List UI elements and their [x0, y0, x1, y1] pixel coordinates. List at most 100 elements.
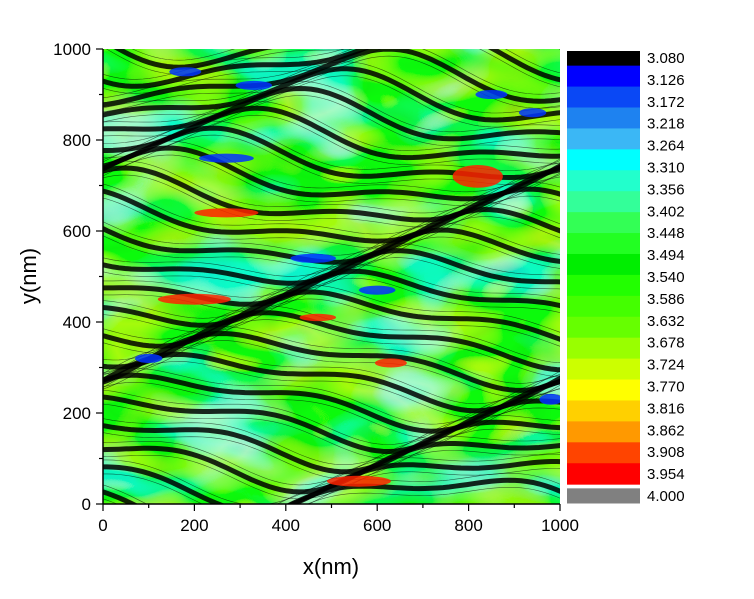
contour-line	[103, 154, 560, 207]
domain-stripe	[103, 310, 560, 373]
x-tick-label: 1000	[541, 516, 579, 535]
intensity-blob	[358, 285, 396, 295]
intensity-blob	[235, 80, 273, 90]
colorbar-band	[567, 379, 640, 401]
contour-line	[103, 486, 560, 504]
contour-line	[103, 305, 560, 364]
colorbar-band	[567, 128, 640, 150]
domain-stripe	[103, 477, 560, 504]
intensity-blob	[518, 108, 547, 118]
colorbar-level-label: 3.172	[647, 94, 685, 111]
y-axis-title: y(nm)	[16, 248, 41, 304]
contour-line	[103, 326, 560, 384]
contour-line	[103, 450, 560, 500]
x-tick-label: 800	[454, 516, 482, 535]
domain-stripe	[103, 49, 560, 89]
colorbar-level-label: 3.310	[647, 160, 685, 177]
domain-stripe	[103, 394, 560, 455]
colorbar-band	[567, 421, 640, 443]
domain-stripe	[103, 206, 560, 265]
y-ticks: 0 200 400 600 800 1000	[53, 40, 103, 514]
intensity-blob	[452, 165, 503, 188]
domain-stripe	[103, 459, 560, 504]
contour-line	[103, 403, 560, 459]
intensity-blob	[194, 208, 259, 218]
domain-stripe	[103, 85, 560, 142]
colorbar-band	[567, 253, 640, 276]
colorbar: 3.080 3.126 3.172 3.218 3.264 3.310 3.356 3.402…	[567, 50, 685, 505]
contour-line	[103, 243, 560, 298]
intensity-blob	[374, 358, 407, 368]
colorbar-level-label: 3.264	[647, 138, 685, 155]
colorbar-band	[567, 191, 640, 213]
y-tick-label: 800	[63, 131, 91, 150]
y-tick-label: 600	[63, 222, 91, 241]
colorbar-band	[567, 316, 640, 339]
x-axis-title: x(nm)	[303, 554, 359, 579]
contour-line	[103, 277, 560, 333]
colorbar-band	[567, 295, 640, 318]
plot-area	[103, 49, 560, 504]
contour-line	[103, 222, 560, 277]
contour-line	[103, 414, 560, 465]
contour-line	[103, 160, 560, 214]
colorbar-level-label: 3.678	[647, 335, 685, 352]
contour-line	[103, 428, 560, 479]
stripe-pattern	[103, 49, 560, 504]
contour-line	[103, 389, 560, 445]
colorbar-band	[567, 107, 640, 129]
colorbar-band	[567, 358, 640, 381]
x-tick-label: 0	[98, 516, 107, 535]
colorbar-level-label: 3.356	[647, 181, 685, 198]
contour-line	[103, 202, 560, 256]
y-tick-label: 0	[82, 495, 91, 514]
colorbar-level-label: 3.586	[647, 291, 685, 308]
colorbar-level-label: 3.816	[647, 400, 685, 417]
colorbar-level-label: 3.402	[647, 203, 685, 220]
colorbar-band	[567, 170, 640, 192]
colorbar-level-label: 4.000	[647, 488, 685, 505]
colorbar-level-label: 3.494	[647, 247, 685, 264]
intensity-blob	[299, 313, 337, 322]
domain-stripe	[103, 419, 560, 475]
contour-line	[103, 181, 560, 235]
colorbar-band	[567, 51, 640, 67]
contour-line	[103, 284, 560, 340]
colorbar-band	[567, 86, 640, 108]
y-tick-label: 1000	[53, 40, 91, 59]
contour-line	[103, 368, 560, 425]
colorbar-level-label: 3.448	[647, 225, 685, 242]
colorbar-band	[567, 488, 640, 504]
y-tick-label: 200	[63, 404, 91, 423]
intensity-blob	[475, 89, 508, 100]
colorbar-band	[567, 442, 640, 464]
intensity-blob	[169, 67, 202, 77]
colorbar-level-label: 3.218	[647, 116, 685, 133]
contour-line	[103, 236, 560, 291]
intensity-blob	[134, 353, 163, 363]
contour-line	[103, 75, 560, 128]
contour-line	[103, 263, 560, 319]
colorbar-level-label: 3.724	[647, 357, 685, 374]
colorbar-band	[567, 337, 640, 360]
contour-line	[103, 61, 560, 114]
colorbar-level-label: 3.540	[647, 269, 685, 286]
colorbar-band	[567, 400, 640, 422]
intensity-blob	[539, 393, 560, 405]
colorbar-band	[567, 65, 640, 88]
intensity-blob	[198, 153, 254, 163]
colorbar-level-label: 3.954	[647, 466, 685, 483]
x-tick-label: 200	[180, 516, 208, 535]
colorbar-band	[567, 274, 640, 297]
contour-line	[103, 361, 560, 419]
y-tick-label: 400	[63, 313, 91, 332]
colorbar-band	[567, 212, 640, 234]
colorbar-level-label: 3.862	[647, 422, 685, 439]
colorbar-level-label: 3.126	[647, 72, 685, 89]
contour-line	[103, 49, 560, 99]
x-ticks: 0 200 400 600 800 1000	[98, 504, 579, 535]
contour-line	[103, 454, 560, 504]
x-tick-label: 600	[363, 516, 391, 535]
colorbar-band	[567, 149, 640, 171]
